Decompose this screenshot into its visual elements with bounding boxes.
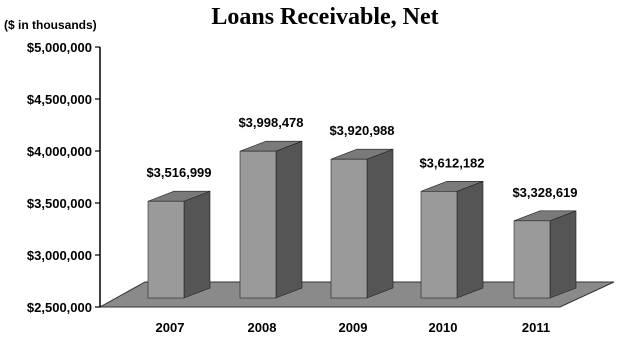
- bar-front-face: [330, 158, 368, 299]
- bar-side-face: [456, 180, 484, 299]
- bar-side-face: [549, 210, 577, 299]
- bar-side-face: [366, 148, 394, 299]
- bar-side-face: [183, 190, 211, 299]
- bar-2007: [147, 190, 211, 299]
- y-tick-label: $4,500,000: [27, 92, 92, 107]
- bar-front-face: [239, 150, 277, 299]
- x-tick-label: 2010: [429, 320, 458, 335]
- bar-front-face: [513, 220, 551, 299]
- bar-2009: [330, 148, 394, 299]
- bar-side-face: [275, 140, 303, 299]
- labels-layer: $3,516,999 2007 $3,998,478 2008 $3,920,988 20…: [146, 115, 577, 335]
- x-tick-label: 2011: [522, 320, 550, 335]
- bars-layer: [147, 140, 577, 299]
- data-label: $3,516,999: [146, 165, 211, 180]
- y-tick-label: $3,000,000: [27, 248, 92, 263]
- x-tick-label: 2008: [248, 320, 277, 335]
- unit-note: ($ in thousands): [4, 18, 97, 32]
- data-label: $3,612,182: [419, 155, 484, 170]
- x-tick-label: 2007: [156, 320, 185, 335]
- data-label: $3,920,988: [329, 123, 394, 138]
- bar-front-face: [147, 200, 185, 299]
- x-tick-label: 2009: [339, 320, 368, 335]
- chart-title: Loans Receivable, Net: [211, 4, 439, 30]
- y-tick-label: $4,000,000: [27, 144, 92, 159]
- y-tick-label: $3,500,000: [27, 196, 92, 211]
- y-axis: $2,500,000 $3,000,000 $3,500,000 $4,000,000…: [27, 40, 101, 315]
- bar-2008: [239, 140, 303, 299]
- data-label: $3,998,478: [238, 115, 303, 130]
- bar-2011: [513, 210, 577, 299]
- bar-front-face: [420, 191, 458, 299]
- y-tick-label: $2,500,000: [27, 300, 92, 315]
- bar-2010: [420, 180, 484, 299]
- data-label: $3,328,619: [512, 185, 577, 200]
- y-tick-label: $5,000,000: [27, 40, 92, 55]
